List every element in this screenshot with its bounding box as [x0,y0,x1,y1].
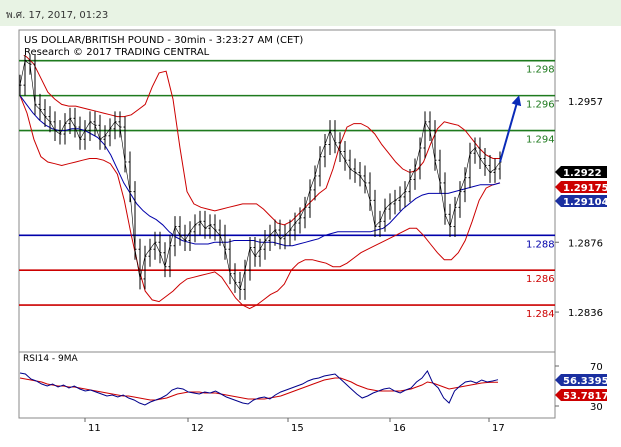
chart-subtitle: Research © 2017 TRADING CENTRAL [24,47,210,58]
rsi-badge-label: 56.3395 [563,376,609,387]
x-tick-label: 17 [492,423,505,434]
y-tick-label: 1.2957 [568,97,603,108]
level-label-5: 1.284 [526,309,555,320]
level-label-1: 1.296 [526,100,555,111]
rsi-title: RSI14 - 9MA [23,354,79,364]
price-line [19,60,501,291]
price-badge-label: 1.29175 [563,183,609,194]
level-label-4: 1.286 [526,274,555,285]
price-badge-label: 1.29104 [563,197,609,208]
rsi-badge-ma [555,389,607,401]
rsi-y-tick-label: 70 [590,362,603,373]
x-tick-label: 16 [393,423,406,434]
rsi-panel [18,351,556,419]
chart-title: US DOLLAR/BRITISH POUND - 30min - 3:23:2… [24,35,303,46]
level-label-0: 1.298 [526,65,555,76]
top-info-bar: พ.ศ. 17, 2017, 01:23 [0,0,621,26]
x-tick-label: 15 [291,423,304,434]
rsi-badge-rsi [555,374,607,386]
price-badge-label: 1.2922 [563,168,602,179]
price-badge-ma [555,195,607,207]
level-label-3: 1.288 [526,239,555,250]
price-badge-upper [555,181,607,193]
rsi-badge-label: 53.7817 [563,391,609,402]
rsi-ma-line [19,377,499,401]
price-badge-last [555,166,607,178]
datestamp: พ.ศ. 17, 2017, 01:23 [6,10,109,21]
rsi-y-tick-label: 30 [590,402,603,413]
forecast-arrow [499,95,522,163]
bollinger-lower [19,95,501,310]
y-tick-label: 1.2836 [568,308,603,319]
x-tick-label: 12 [191,423,204,434]
main-panel [18,29,556,353]
y-tick-label: 1.2876 [568,238,603,249]
x-tick-label: 11 [88,423,101,434]
rsi-line [19,370,499,406]
level-label-2: 1.294 [526,135,555,146]
